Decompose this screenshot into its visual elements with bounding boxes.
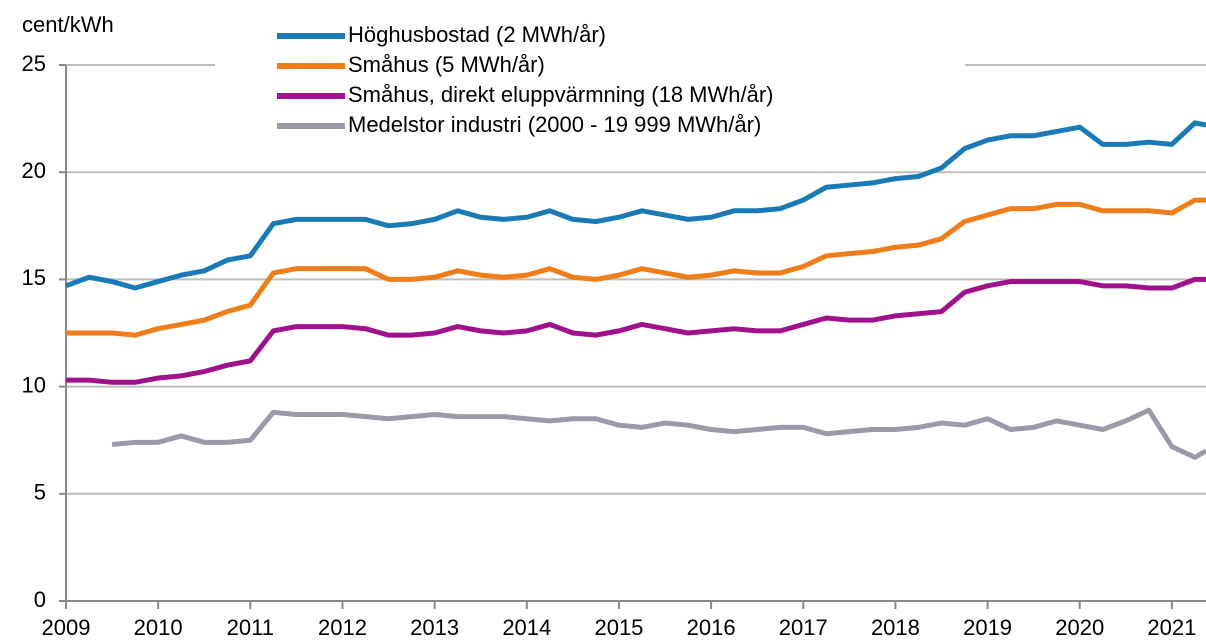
x-tick-label: 2010 xyxy=(134,615,183,640)
x-tick-label: 2014 xyxy=(502,615,551,640)
y-tick-label: 15 xyxy=(22,265,46,290)
series-line xyxy=(65,120,1206,291)
x-tick-label: 2009 xyxy=(42,615,91,640)
x-tick-label: 2020 xyxy=(1055,615,1104,640)
x-tick-label: 2018 xyxy=(871,615,920,640)
x-tick-label: 2013 xyxy=(410,615,459,640)
x-tick-label: 2015 xyxy=(594,615,643,640)
legend-label: Småhus (5 MWh/år) xyxy=(348,52,545,77)
x-tick-label: 2021 xyxy=(1147,615,1196,640)
y-tick-label: 20 xyxy=(22,158,46,183)
series-line xyxy=(111,407,1206,460)
legend-label: Höghusbostad (2 MWh/år) xyxy=(348,22,606,47)
y-tick-label: 10 xyxy=(22,372,46,397)
y-tick-label: 25 xyxy=(22,51,46,76)
series-line xyxy=(66,197,1206,338)
y-axis-label: cent/kWh xyxy=(22,12,114,37)
x-tick-label: 2017 xyxy=(779,615,828,640)
x-tick-label: 2019 xyxy=(963,615,1012,640)
x-tick-label: 2011 xyxy=(227,615,274,640)
x-tick-label: 2016 xyxy=(687,615,736,640)
legend-label: Småhus, direkt eluppvärmning (18 MWh/år) xyxy=(348,82,774,107)
x-tick-label: 2012 xyxy=(318,615,367,640)
y-tick-label: 5 xyxy=(34,480,46,505)
series-line xyxy=(66,276,1206,385)
y-tick-label: 0 xyxy=(34,587,46,612)
legend-label: Medelstor industri (2000 - 19 999 MWh/år… xyxy=(348,112,761,137)
